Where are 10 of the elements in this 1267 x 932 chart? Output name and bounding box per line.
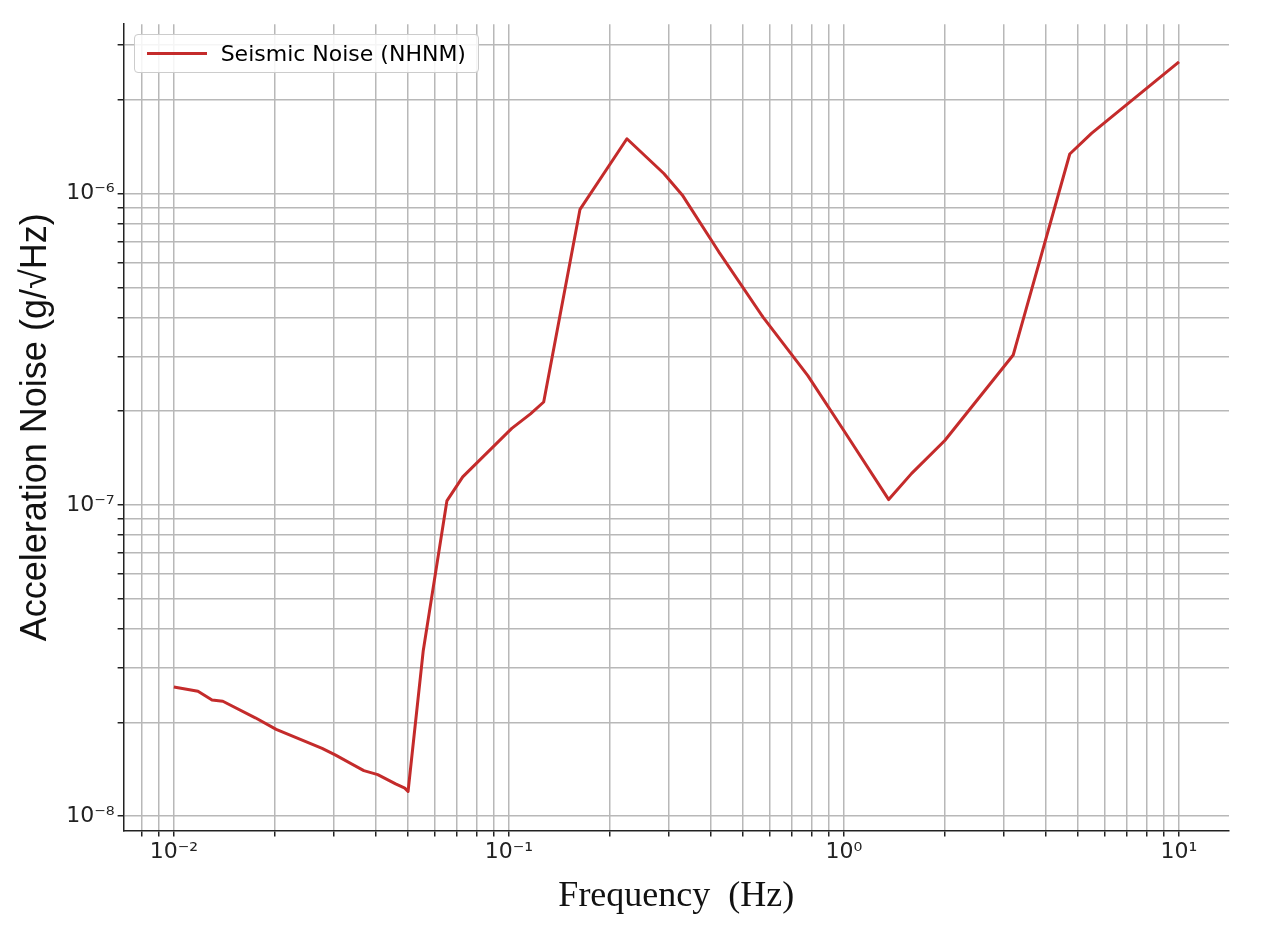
x-tick-label: 10⁰	[825, 838, 863, 864]
x-tick-label: 10⁻²	[149, 838, 199, 864]
y-tick-label: 10⁻⁸	[66, 801, 115, 827]
x-axis-title: Frequency (Hz)	[558, 873, 795, 914]
legend-label: Seismic Noise (NHNM)	[220, 41, 466, 67]
y-tick-label: 10⁻⁶	[66, 179, 115, 205]
x-tick-label: 10⁻¹	[484, 838, 534, 864]
y-tick-label: 10⁻⁷	[66, 490, 115, 516]
y-axis-title: Acceleration Noise (g/√Hz)	[12, 213, 54, 642]
x-tick-label: 10¹	[1160, 838, 1198, 864]
